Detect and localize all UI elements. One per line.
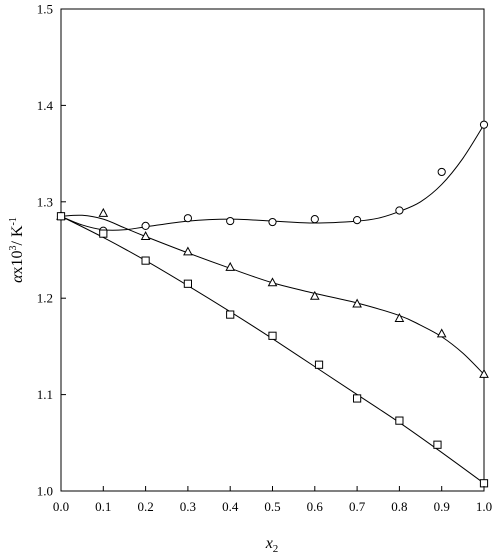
- y-tick-label: 1.5: [37, 2, 53, 17]
- triangle-marker: [479, 368, 489, 378]
- y-axis-title: αx103/ K-1: [8, 217, 26, 283]
- square-fit-line: [60, 215, 485, 484]
- x-axis-title: x2: [265, 535, 279, 554]
- triangle-marker: [394, 312, 405, 322]
- triangle-marker: [309, 290, 320, 300]
- circle-marker: [437, 167, 446, 177]
- circle-marker: [479, 120, 489, 129]
- square-marker: [183, 279, 193, 288]
- circle-marker: [183, 214, 192, 223]
- triangle-fit-line: [60, 214, 485, 375]
- y-axis: 1.0 1.1 1.2 1.3 1.4 1.5: [37, 2, 66, 499]
- x-axis: 0.0 0.1 0.2 0.3 0.4 0.5 0.6 0.7 0.8 0.9 1.0: [53, 486, 492, 514]
- triangle-marker: [267, 277, 278, 287]
- x-tick-label: 0.8: [391, 499, 407, 514]
- square-marker: [141, 256, 150, 265]
- square-marker: [56, 212, 66, 221]
- plot-frame: [60, 8, 485, 492]
- triangle-marker: [183, 246, 193, 256]
- square-marker: [433, 440, 442, 449]
- x-tick-label: 0.1: [95, 499, 111, 514]
- x-tick-label: 0.4: [222, 499, 239, 514]
- circle-marker: [226, 216, 235, 226]
- triangle-marker: [98, 207, 109, 217]
- square-marker: [268, 331, 277, 340]
- x-tick-label: 0.3: [180, 499, 196, 514]
- square-marker: [479, 479, 489, 488]
- y-tick-label: 1.3: [37, 194, 53, 209]
- x-tick-label: 0.6: [307, 499, 324, 514]
- circle-marker: [395, 206, 404, 215]
- circle-marker: [353, 216, 362, 225]
- circle-marker: [310, 215, 319, 224]
- triangle-marker: [140, 231, 151, 241]
- markers: [56, 120, 489, 488]
- square-marker: [99, 229, 108, 238]
- y-tick-label: 1.2: [37, 291, 53, 306]
- y-tick-label: 1.0: [37, 484, 53, 499]
- triangle-marker: [225, 261, 236, 271]
- triangle-marker: [352, 298, 362, 308]
- circle-marker: [141, 221, 150, 230]
- circle-fit-line: [60, 124, 485, 231]
- x-tick-label: 0.0: [53, 499, 69, 514]
- square-marker: [395, 416, 404, 425]
- circle-marker: [268, 217, 277, 227]
- x-tick-label: 0.5: [264, 499, 280, 514]
- y-tick-label: 1.4: [37, 98, 54, 113]
- x-tick-label: 0.9: [434, 499, 450, 514]
- triangle-marker: [436, 328, 447, 338]
- square-marker: [226, 310, 235, 319]
- square-marker: [353, 394, 362, 403]
- fit-lines: [60, 124, 485, 484]
- x-tick-label: 0.7: [349, 499, 366, 514]
- x-tick-label: 0.2: [137, 499, 153, 514]
- square-marker: [314, 360, 324, 369]
- y-tick-label: 1.1: [37, 387, 53, 402]
- x-tick-label: 1.0: [476, 499, 492, 514]
